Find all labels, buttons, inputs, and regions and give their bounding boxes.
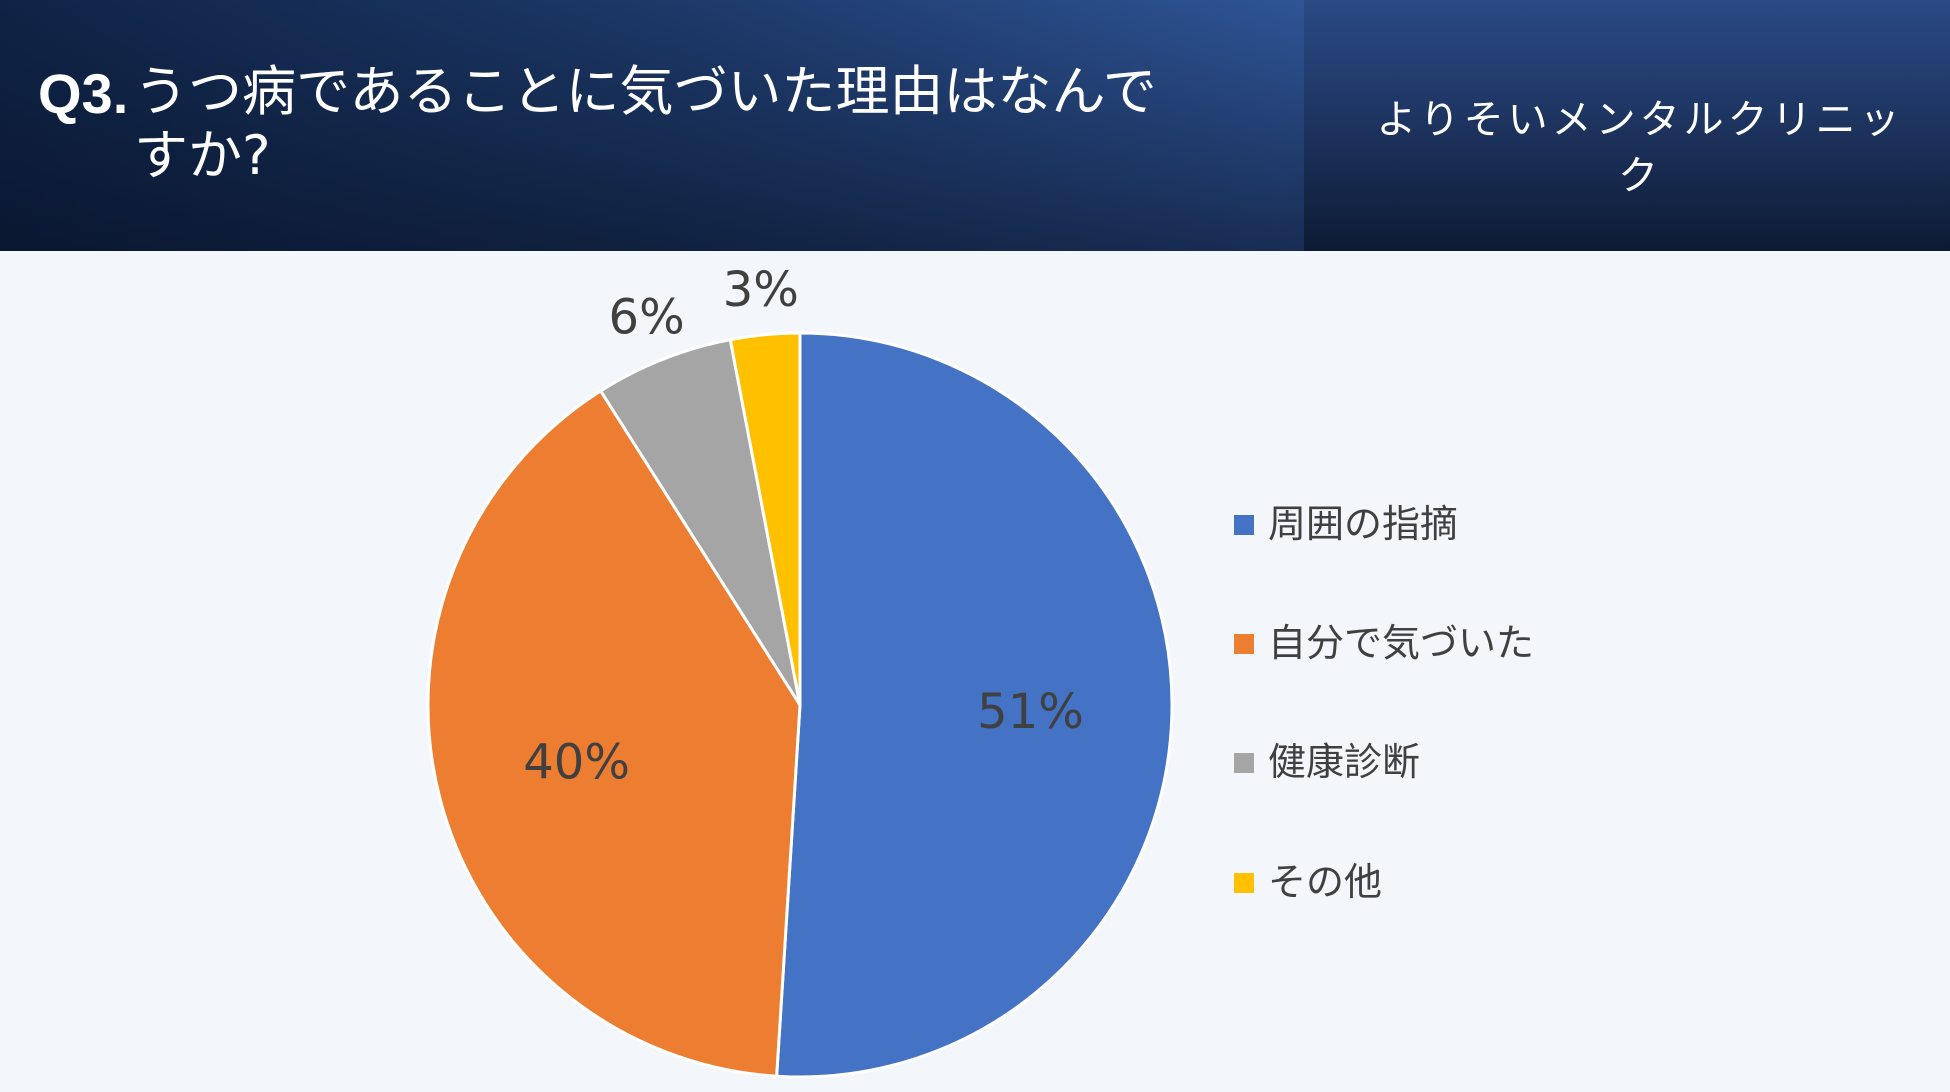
legend-label: 健康診断: [1268, 740, 1421, 784]
pie-data-labels: 51% 40% 6% 3%: [523, 262, 1084, 790]
pie-data-label: 51%: [977, 684, 1084, 740]
legend-label: 周囲の指摘: [1268, 502, 1459, 546]
pie-data-label: 6%: [609, 290, 685, 346]
pie-slice: [728, 331, 802, 706]
header-banner: Q3. うつ病であることに気づいた理由はなんですか? よりそいメンタルクリニック: [0, 0, 1950, 251]
legend-swatch: [1234, 873, 1254, 893]
pie-data-label: 3%: [723, 262, 799, 318]
header-shade: [0, 0, 1304, 251]
legend-swatch: [1234, 753, 1254, 773]
legend-swatch: [1234, 634, 1254, 654]
pie-slices: [426, 331, 1174, 1079]
legend-swatch: [1234, 515, 1254, 535]
pie-slice: [598, 337, 802, 706]
legend-label: その他: [1268, 860, 1383, 904]
pie-data-label: 40%: [523, 734, 630, 790]
legend-label: 自分で気づいた: [1268, 621, 1535, 665]
clinic-name: よりそいメンタルクリニック: [1376, 97, 1904, 199]
question-number: Q3.: [38, 62, 129, 125]
pie-slice: [775, 331, 1174, 1079]
header-right-panel: [1304, 0, 1950, 251]
pie-slice: [426, 388, 802, 1078]
question-title: うつ病であることに気づいた理由はなんですか?: [134, 60, 1157, 187]
pie-chart: 51% 40% 6% 3%: [426, 262, 1174, 1079]
